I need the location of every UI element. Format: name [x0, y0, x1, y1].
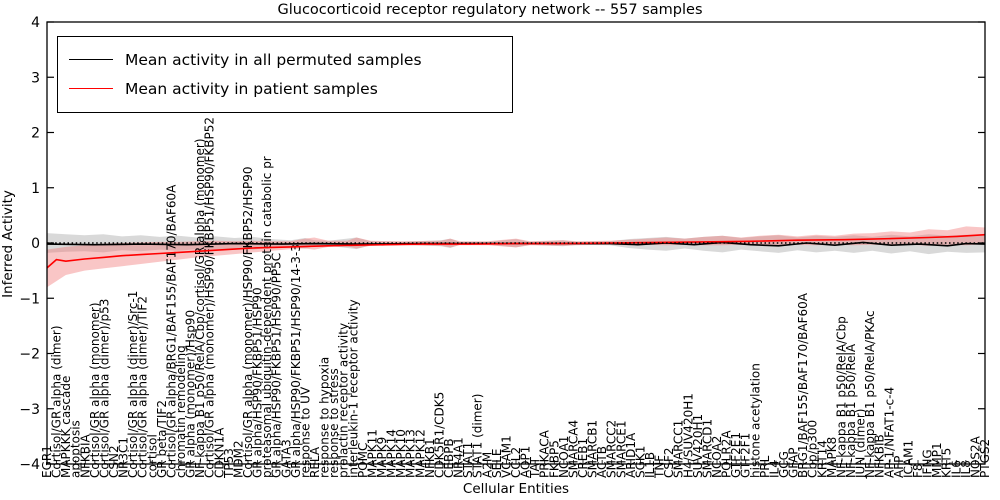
- x-tick-label: AP-1/NFAT1-c-4: [882, 387, 896, 478]
- x-tick-label: NFKB1: [423, 438, 437, 478]
- x-tick-label: STAT1: [461, 442, 475, 478]
- x-tick-label: MAPK14: [385, 429, 399, 478]
- x-tick-label: GR alpha/HSP90/FKBP51/HSP90/PP5C: [270, 253, 284, 478]
- x-tick-label: prolactin receptor activity: [337, 323, 351, 478]
- x-tick-label: IL1B: [643, 452, 657, 478]
- y-tick-label: 0: [31, 236, 40, 252]
- x-tick-label: Cortisol/GR alpha (dimer)/Src-1: [126, 291, 140, 478]
- x-tick-label: F8: [911, 463, 925, 478]
- y-tick-label: −1: [19, 291, 40, 307]
- x-tick-label: PRKACA: [538, 429, 552, 478]
- x-tick-label: GR alpha/HSP90/FKBP51/HSP90/14-3-3: [289, 244, 303, 478]
- x-tick-label: NR3C1: [117, 437, 131, 478]
- x-tick-label: VCAM1: [499, 435, 513, 478]
- legend: Mean activity in all permuted samples Me…: [57, 36, 513, 113]
- legend-line-patient-icon: [69, 88, 113, 89]
- x-tick-label: MAPK12: [413, 429, 427, 478]
- x-tick-label: ARID1A: [624, 432, 638, 478]
- x-tick-label: SMARCD1: [700, 419, 714, 478]
- x-tick-label: Cortisol/GR alpha (dimer)/p53: [97, 299, 111, 478]
- x-tick-label: cortisol: [145, 434, 159, 478]
- y-tick-label: 1: [31, 181, 40, 197]
- x-tick-label: GTF2F1: [739, 433, 753, 478]
- x-tick-label: Cortisol/GR alpha/BRG1/BAF155/BAF170/BAF…: [164, 184, 178, 478]
- chart-title: Glucocorticoid receptor regulatory netwo…: [277, 2, 703, 18]
- x-tick-label: MAPK13: [404, 429, 418, 478]
- x-tick-label: POLR2A: [720, 430, 734, 478]
- x-tick-label: interleukin-1 receptor activity: [346, 299, 360, 478]
- x-tick-label: TNF: [653, 455, 667, 479]
- x-tick-label: NFKBIA: [78, 433, 92, 478]
- x-tick-label: SUV420H1: [691, 414, 705, 478]
- x-tick-label: JUN (dimer): [854, 409, 868, 479]
- x-tick-label: response to hypoxia: [318, 357, 332, 478]
- y-tick-label: 2: [31, 126, 40, 142]
- x-tick-label: NF-kappa B1 p50/RelA/Cbp: [834, 316, 848, 478]
- x-tick-label: GTF2E1: [729, 432, 743, 478]
- x-tick-label: GR beta/TIF2: [155, 400, 169, 478]
- legend-line-permuted-icon: [69, 59, 113, 60]
- x-tick-label: AFP: [892, 456, 906, 478]
- legend-label-patient: Mean activity in patient samples: [125, 79, 378, 98]
- x-tick-label: CDKN1A: [212, 427, 226, 478]
- x-tick-label: response to UV: [298, 386, 312, 478]
- y-tick-label: −3: [19, 402, 40, 418]
- x-tick-label: A2M: [480, 452, 494, 478]
- x-tick-label: MAPK10: [394, 429, 408, 478]
- x-tick-label: proteasomal ubiquitin-dependent protein …: [260, 156, 274, 478]
- x-tick-label: NFKBIB: [873, 434, 887, 478]
- x-tick-label: NCOA2: [710, 436, 724, 478]
- x-tick-label: STAT1 (dimer): [471, 394, 485, 478]
- legend-item-patient: Mean activity in patient samples: [58, 74, 512, 103]
- x-tick-label: GR alpha/HSP90/FKBP51/HSP90: [251, 287, 265, 478]
- x-axis-label: Cellular Entities: [462, 481, 570, 497]
- y-tick-label: −2: [19, 347, 40, 363]
- x-tick-label: MDM2: [231, 440, 245, 478]
- x-tick-label: MAPK11: [365, 429, 379, 478]
- x-tick-label: Cortisol/GR alpha (monomer): [88, 302, 102, 478]
- x-tick-label: chromatin remodeling: [174, 345, 188, 478]
- y-tick-label: 4: [31, 15, 40, 31]
- x-tick-label: NR4A1: [452, 437, 466, 478]
- x-tick-label: PRL: [758, 455, 772, 478]
- x-tick-label: Cortisol/GR alpha (dimer)/TIF2: [136, 296, 150, 478]
- x-tick-label: MAPK8: [825, 437, 839, 478]
- y-tick-label: 3: [31, 70, 40, 86]
- x-tick-label: NF-kappa B1 p50/RelA/Cbp/cortisol/GR alp…: [193, 139, 207, 479]
- x-tick-label: MAPK9: [375, 437, 389, 478]
- x-tick-label: CREB1: [576, 438, 590, 478]
- y-axis-label: Inferred Activity: [0, 190, 16, 298]
- x-tick-label: Cortisol/GR alpha (dimer): [50, 325, 64, 478]
- x-tick-label: NF-kappa B1 p50/RelA/PKAc: [863, 310, 877, 478]
- x-tick-label: ICAM1: [901, 440, 915, 478]
- x-tick-label: NCOA1: [557, 436, 571, 478]
- x-tick-label: NOS2A: [968, 435, 982, 478]
- x-tick-label: BRG1/BAF155/BAF170/BAF60A: [796, 292, 810, 478]
- x-tick-label: MAPKKK cascade: [59, 376, 73, 478]
- x-tick-label: GR alpha (monomer)/Hsp90: [184, 310, 198, 478]
- x-tick-label: GATA3: [279, 439, 293, 478]
- y-tick-label: −4: [19, 457, 40, 473]
- patient-mean-line: [46, 233, 986, 269]
- x-tick-label: KRT14: [815, 440, 829, 478]
- legend-item-permuted: Mean activity in all permuted samples: [58, 45, 512, 74]
- x-tick-label: H4/SUV420H1: [681, 393, 695, 478]
- x-tick-label: histone acetylation: [748, 363, 762, 478]
- x-tick-label: TAT: [528, 456, 542, 479]
- x-tick-label: response to stress: [327, 368, 341, 478]
- x-tick-label: CEBPB: [442, 438, 456, 478]
- x-tick-label: Cortisol/GR alpha (monomer)/HSP90/FKBP51…: [203, 117, 217, 478]
- x-tick-label: NF-kappa B1 p50/RelA: [844, 343, 858, 478]
- x-tick-label: CDK5R1/CDK5: [432, 392, 446, 478]
- legend-label-permuted: Mean activity in all permuted samples: [125, 50, 422, 69]
- patient-confidence-band: [47, 226, 985, 288]
- x-tick-label: FKBP5: [547, 440, 561, 478]
